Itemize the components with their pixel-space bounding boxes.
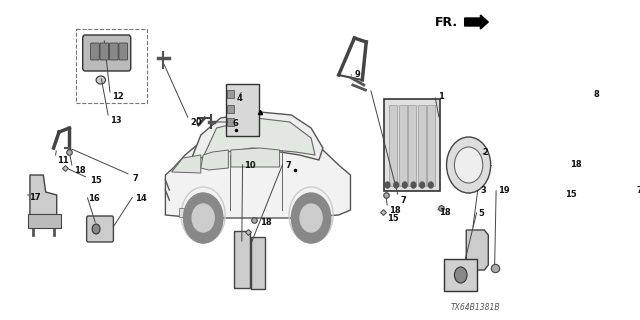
Text: 18: 18 xyxy=(389,205,401,214)
Polygon shape xyxy=(231,148,280,167)
FancyBboxPatch shape xyxy=(227,117,234,125)
FancyBboxPatch shape xyxy=(399,105,407,186)
FancyBboxPatch shape xyxy=(179,207,196,217)
Text: 14: 14 xyxy=(136,194,147,203)
FancyBboxPatch shape xyxy=(83,35,131,71)
Text: 15: 15 xyxy=(566,189,577,198)
Polygon shape xyxy=(165,125,351,218)
Circle shape xyxy=(184,193,223,243)
Text: 3: 3 xyxy=(481,186,486,195)
Text: 15: 15 xyxy=(90,175,102,185)
FancyBboxPatch shape xyxy=(390,105,397,186)
Circle shape xyxy=(394,182,399,188)
FancyBboxPatch shape xyxy=(227,105,234,113)
Text: 7: 7 xyxy=(636,186,640,195)
Text: 2: 2 xyxy=(482,148,488,156)
Circle shape xyxy=(403,182,407,188)
Circle shape xyxy=(428,182,433,188)
Polygon shape xyxy=(189,112,323,165)
FancyBboxPatch shape xyxy=(408,105,416,186)
Text: 13: 13 xyxy=(110,116,122,124)
FancyArrow shape xyxy=(465,15,488,29)
Text: 18: 18 xyxy=(440,207,451,217)
Circle shape xyxy=(192,204,214,232)
Circle shape xyxy=(454,267,467,283)
Polygon shape xyxy=(467,230,488,270)
FancyBboxPatch shape xyxy=(109,43,118,60)
Text: 4: 4 xyxy=(236,93,242,102)
Text: 15: 15 xyxy=(387,213,399,222)
FancyBboxPatch shape xyxy=(86,216,113,242)
FancyBboxPatch shape xyxy=(418,105,426,186)
Circle shape xyxy=(420,182,424,188)
Text: 19: 19 xyxy=(498,186,509,195)
Text: FR.: FR. xyxy=(435,15,458,28)
Polygon shape xyxy=(201,150,228,170)
Polygon shape xyxy=(203,118,315,157)
Ellipse shape xyxy=(96,76,106,84)
Circle shape xyxy=(300,204,322,232)
Circle shape xyxy=(447,137,491,193)
Text: 20: 20 xyxy=(191,117,202,126)
Text: 5: 5 xyxy=(479,209,484,218)
Text: 18: 18 xyxy=(260,218,271,227)
FancyBboxPatch shape xyxy=(227,90,234,98)
FancyBboxPatch shape xyxy=(234,231,250,288)
Text: 7: 7 xyxy=(285,161,291,170)
Text: 12: 12 xyxy=(112,92,124,100)
Text: 6: 6 xyxy=(232,118,238,127)
FancyBboxPatch shape xyxy=(226,84,259,136)
FancyBboxPatch shape xyxy=(444,259,477,291)
FancyBboxPatch shape xyxy=(100,43,109,60)
Text: 8: 8 xyxy=(594,90,600,99)
Text: 9: 9 xyxy=(355,69,360,78)
Circle shape xyxy=(454,147,483,183)
FancyBboxPatch shape xyxy=(119,43,127,60)
Text: 1: 1 xyxy=(438,92,444,100)
Polygon shape xyxy=(30,175,57,218)
Text: 11: 11 xyxy=(57,156,68,164)
Text: 7: 7 xyxy=(400,196,406,204)
Text: 18: 18 xyxy=(74,165,86,174)
Text: 18: 18 xyxy=(570,159,582,169)
FancyBboxPatch shape xyxy=(428,105,435,186)
Circle shape xyxy=(411,182,416,188)
Text: 7: 7 xyxy=(132,173,138,182)
FancyBboxPatch shape xyxy=(383,99,440,191)
Text: 16: 16 xyxy=(88,194,100,203)
FancyBboxPatch shape xyxy=(28,214,61,228)
Polygon shape xyxy=(172,155,201,173)
Circle shape xyxy=(291,193,331,243)
Text: 17: 17 xyxy=(29,193,41,202)
Circle shape xyxy=(385,182,390,188)
Circle shape xyxy=(92,224,100,234)
FancyBboxPatch shape xyxy=(91,43,99,60)
Text: 10: 10 xyxy=(244,161,256,170)
Text: TX64B1381B: TX64B1381B xyxy=(451,303,500,312)
FancyBboxPatch shape xyxy=(252,237,266,289)
